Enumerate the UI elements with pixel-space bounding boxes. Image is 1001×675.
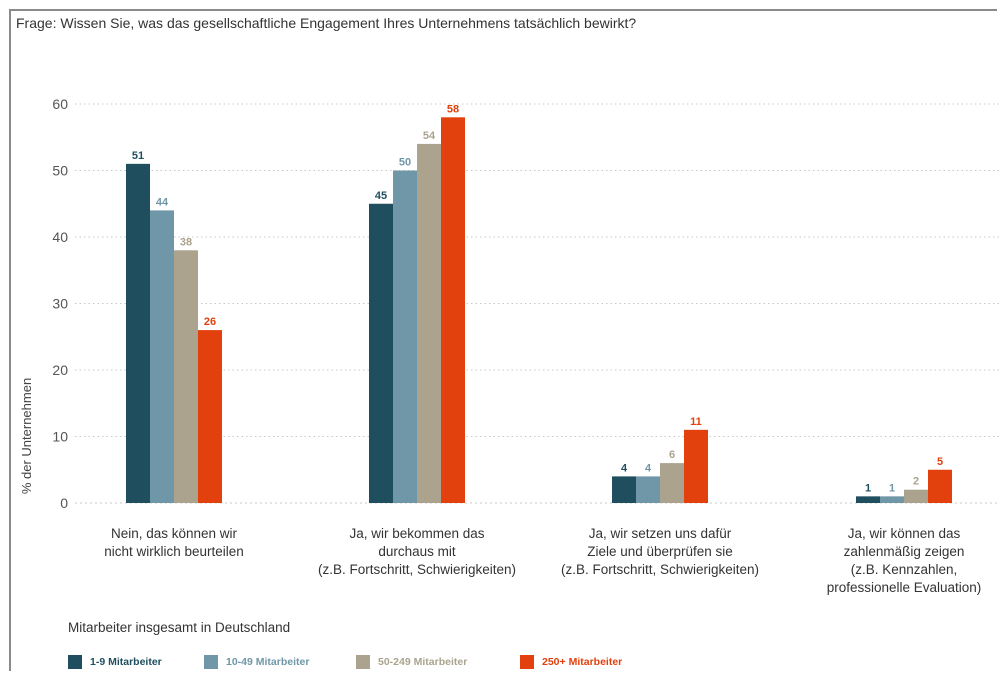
bar bbox=[904, 489, 928, 503]
x-tick-label: Ziele und überprüfen sie bbox=[587, 544, 733, 559]
x-tick-label: (z.B. Fortschritt, Schwierigkeiten) bbox=[318, 562, 516, 577]
bar bbox=[612, 476, 636, 503]
y-tick-label: 30 bbox=[52, 296, 68, 312]
x-tick-label: Ja, wir setzen uns dafür bbox=[589, 526, 732, 541]
data-label: 51 bbox=[132, 150, 144, 162]
data-label: 1 bbox=[889, 482, 895, 494]
bar bbox=[198, 330, 222, 503]
data-label: 54 bbox=[423, 130, 436, 142]
data-label: 1 bbox=[865, 482, 871, 494]
legend-title: Mitarbeiter insgesamt in Deutschland bbox=[68, 620, 291, 635]
question-text: Frage: Wissen Sie, was das gesellschaftl… bbox=[16, 15, 637, 31]
bar bbox=[150, 210, 174, 503]
legend-label: 10-49 Mitarbeiter bbox=[226, 656, 310, 668]
y-tick-label: 20 bbox=[52, 362, 68, 378]
y-tick-label: 40 bbox=[52, 229, 68, 245]
x-tick-label: Ja, wir bekommen das bbox=[349, 526, 484, 541]
data-label: 4 bbox=[645, 462, 652, 474]
bar bbox=[636, 476, 660, 503]
bar bbox=[369, 203, 393, 503]
x-tick-label: Nein, das können wir bbox=[111, 526, 238, 541]
data-label: 2 bbox=[913, 476, 919, 488]
bar bbox=[417, 143, 441, 503]
data-label: 44 bbox=[156, 196, 169, 208]
x-tick-label: Ja, wir können das bbox=[848, 526, 961, 541]
legend-item: 50-249 Mitarbeiter bbox=[356, 655, 467, 669]
bar bbox=[126, 163, 150, 503]
x-tick-label: zahlenmäßig zeigen bbox=[844, 544, 965, 559]
chart-frame bbox=[9, 9, 997, 671]
bar bbox=[174, 250, 198, 503]
bar bbox=[660, 463, 684, 503]
x-tick-label: professionelle Evaluation) bbox=[827, 580, 982, 595]
x-tick-label: nicht wirklich beurteilen bbox=[104, 544, 244, 559]
data-label: 45 bbox=[375, 190, 387, 202]
data-label: 50 bbox=[399, 157, 411, 169]
legend-swatch bbox=[356, 655, 370, 669]
legend-item: 10-49 Mitarbeiter bbox=[204, 655, 309, 669]
legend-swatch bbox=[68, 655, 82, 669]
data-label: 58 bbox=[447, 103, 459, 115]
y-tick-label: 0 bbox=[60, 495, 68, 511]
y-axis-label: % der Unternehmen bbox=[19, 378, 34, 494]
data-label: 6 bbox=[669, 449, 675, 461]
bar bbox=[684, 429, 708, 503]
bar bbox=[856, 496, 880, 503]
y-tick-label: 50 bbox=[52, 163, 68, 179]
bar bbox=[880, 496, 904, 503]
legend-item: 1-9 Mitarbeiter bbox=[68, 655, 162, 669]
legend-label: 250+ Mitarbeiter bbox=[542, 656, 623, 668]
legend-item: 250+ Mitarbeiter bbox=[520, 655, 622, 669]
y-tick-label: 10 bbox=[52, 429, 68, 445]
x-tick-label: durchaus mit bbox=[378, 544, 456, 559]
legend-label: 50-249 Mitarbeiter bbox=[378, 656, 468, 668]
data-label: 4 bbox=[621, 462, 628, 474]
x-tick-label: (z.B. Fortschritt, Schwierigkeiten) bbox=[561, 562, 759, 577]
legend-swatch bbox=[204, 655, 218, 669]
legend-swatch bbox=[520, 655, 534, 669]
data-label: 5 bbox=[937, 456, 943, 468]
bar bbox=[928, 469, 952, 503]
y-tick-label: 60 bbox=[52, 96, 68, 112]
bar bbox=[441, 117, 465, 504]
data-label: 38 bbox=[180, 236, 192, 248]
bar bbox=[393, 170, 417, 503]
data-label: 11 bbox=[690, 416, 702, 428]
data-label: 26 bbox=[204, 316, 216, 328]
x-tick-label: (z.B. Kennzahlen, bbox=[851, 562, 958, 577]
legend-label: 1-9 Mitarbeiter bbox=[90, 656, 162, 668]
